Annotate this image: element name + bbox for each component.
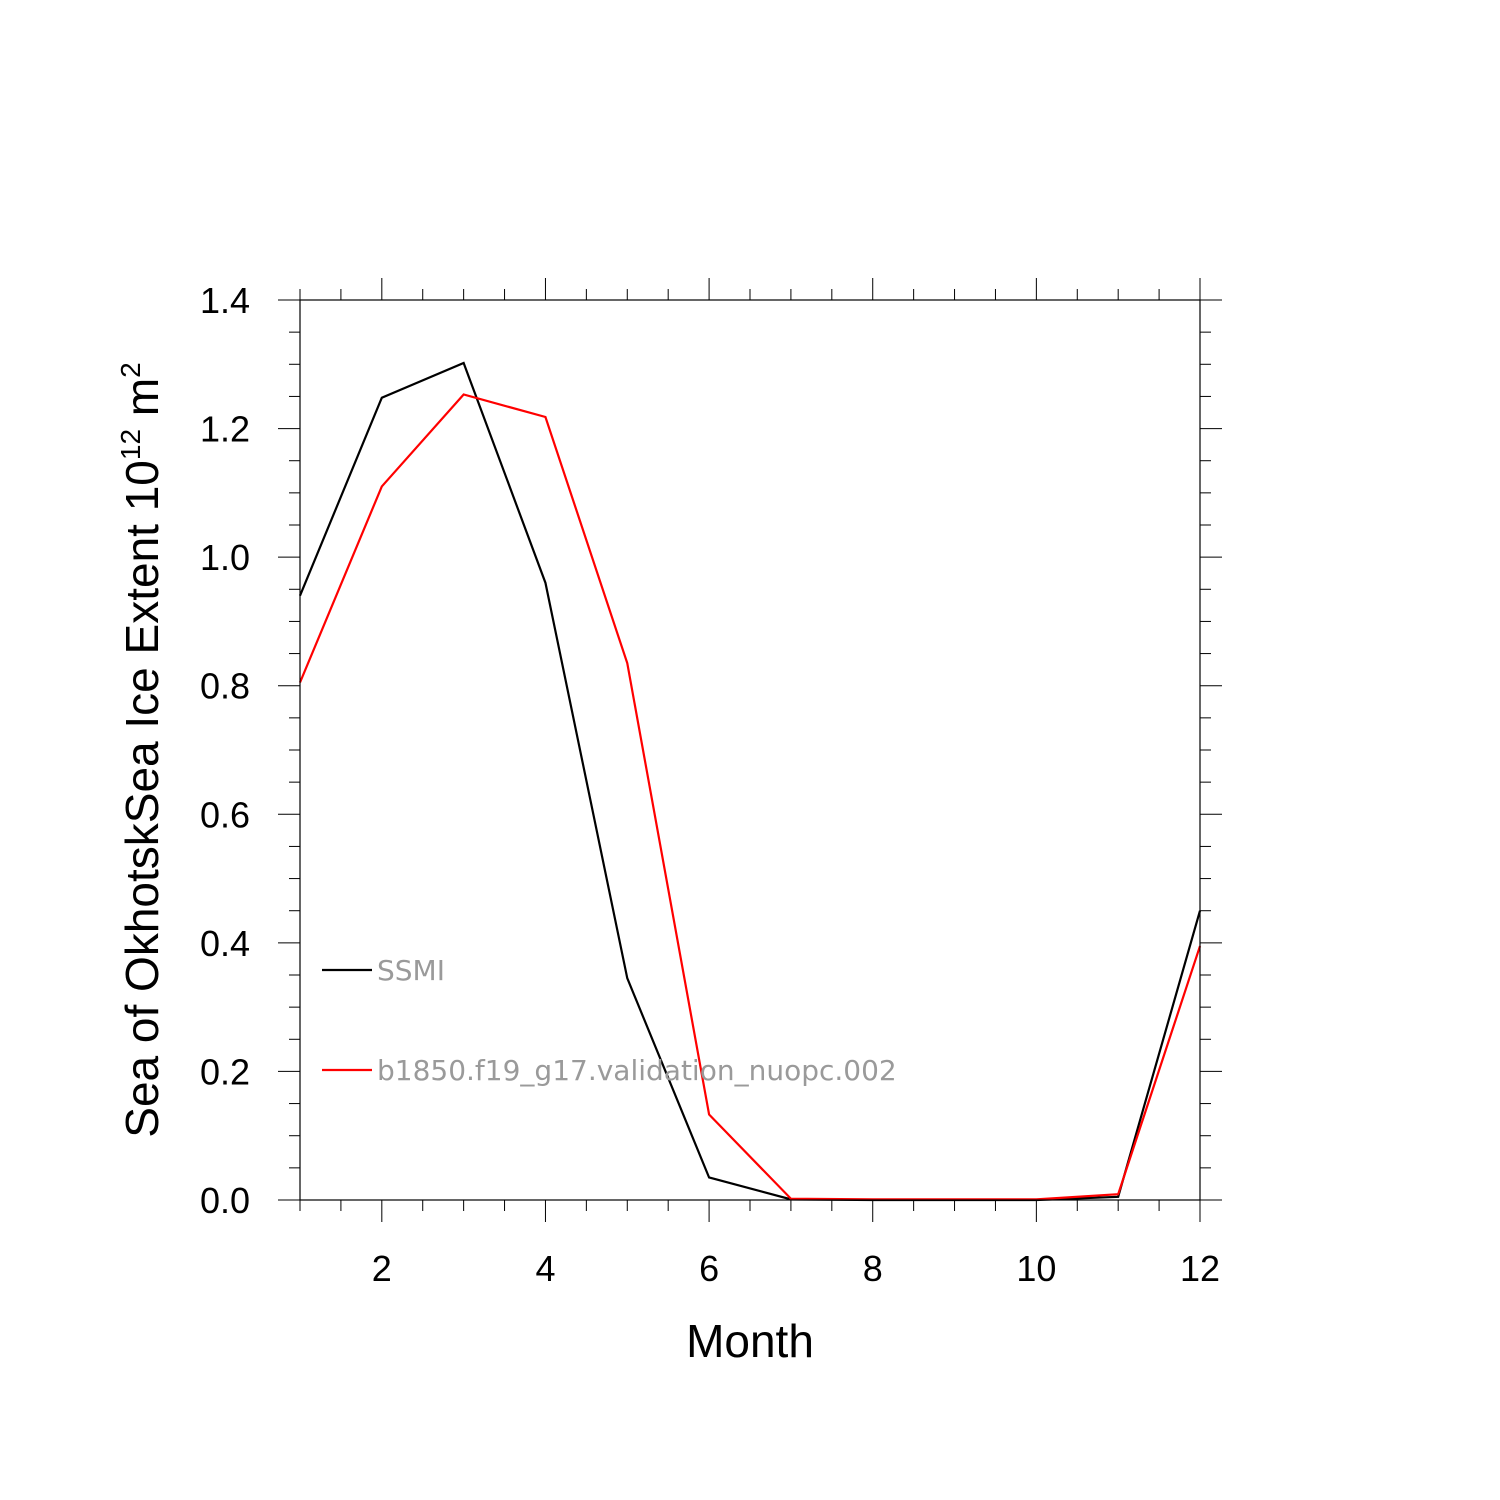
- y-tick-label: 1.0: [200, 537, 250, 578]
- series-line-2: [298, 393, 1202, 1201]
- y-tick-labels: 0.0 0.2 0.4 0.6 0.8 1.0 1.2 1.4: [200, 280, 250, 1221]
- y-axis-title: Sea of OkhotskSea Ice Extent 1012 m2: [115, 362, 168, 1137]
- y-axis-title-unit-exponent: 2: [115, 362, 146, 378]
- x-axis-title: Month: [686, 1315, 814, 1367]
- x-tick-label: 4: [535, 1248, 555, 1289]
- x-tick-labels: 2 4 6 8 10 12: [372, 1248, 1220, 1289]
- x-tick-label: 2: [372, 1248, 392, 1289]
- x-tick-label: 6: [699, 1248, 719, 1289]
- x-tick-label: 10: [1016, 1248, 1056, 1289]
- major-ticks: [278, 278, 1222, 1222]
- y-axis-title-exponent: 12: [115, 429, 146, 460]
- y-tick-label: 0.4: [200, 923, 250, 964]
- legend: SSMI b1850.f19_g17.validation_nuopc.002: [322, 954, 897, 1087]
- legend-label-1: SSMI: [377, 954, 445, 987]
- y-tick-label: 0.2: [200, 1051, 250, 1092]
- plot-frame: [299, 299, 1201, 1201]
- y-tick-label: 1.2: [200, 409, 250, 450]
- y-tick-label: 0.0: [200, 1180, 250, 1221]
- x-tick-label: 12: [1180, 1248, 1220, 1289]
- legend-label-2: b1850.f19_g17.validation_nuopc.002: [377, 1054, 897, 1087]
- y-tick-label: 0.8: [200, 666, 250, 707]
- y-axis-title-unit: m: [116, 378, 168, 416]
- x-tick-label: 8: [863, 1248, 883, 1289]
- y-tick-label: 0.6: [200, 794, 250, 835]
- y-tick-label: 1.4: [200, 280, 250, 321]
- y-axis-title-spacer: [116, 416, 168, 429]
- y-axis-title-main: Sea of OkhotskSea Ice Extent 10: [116, 460, 168, 1138]
- minor-ticks: [289, 289, 1211, 1211]
